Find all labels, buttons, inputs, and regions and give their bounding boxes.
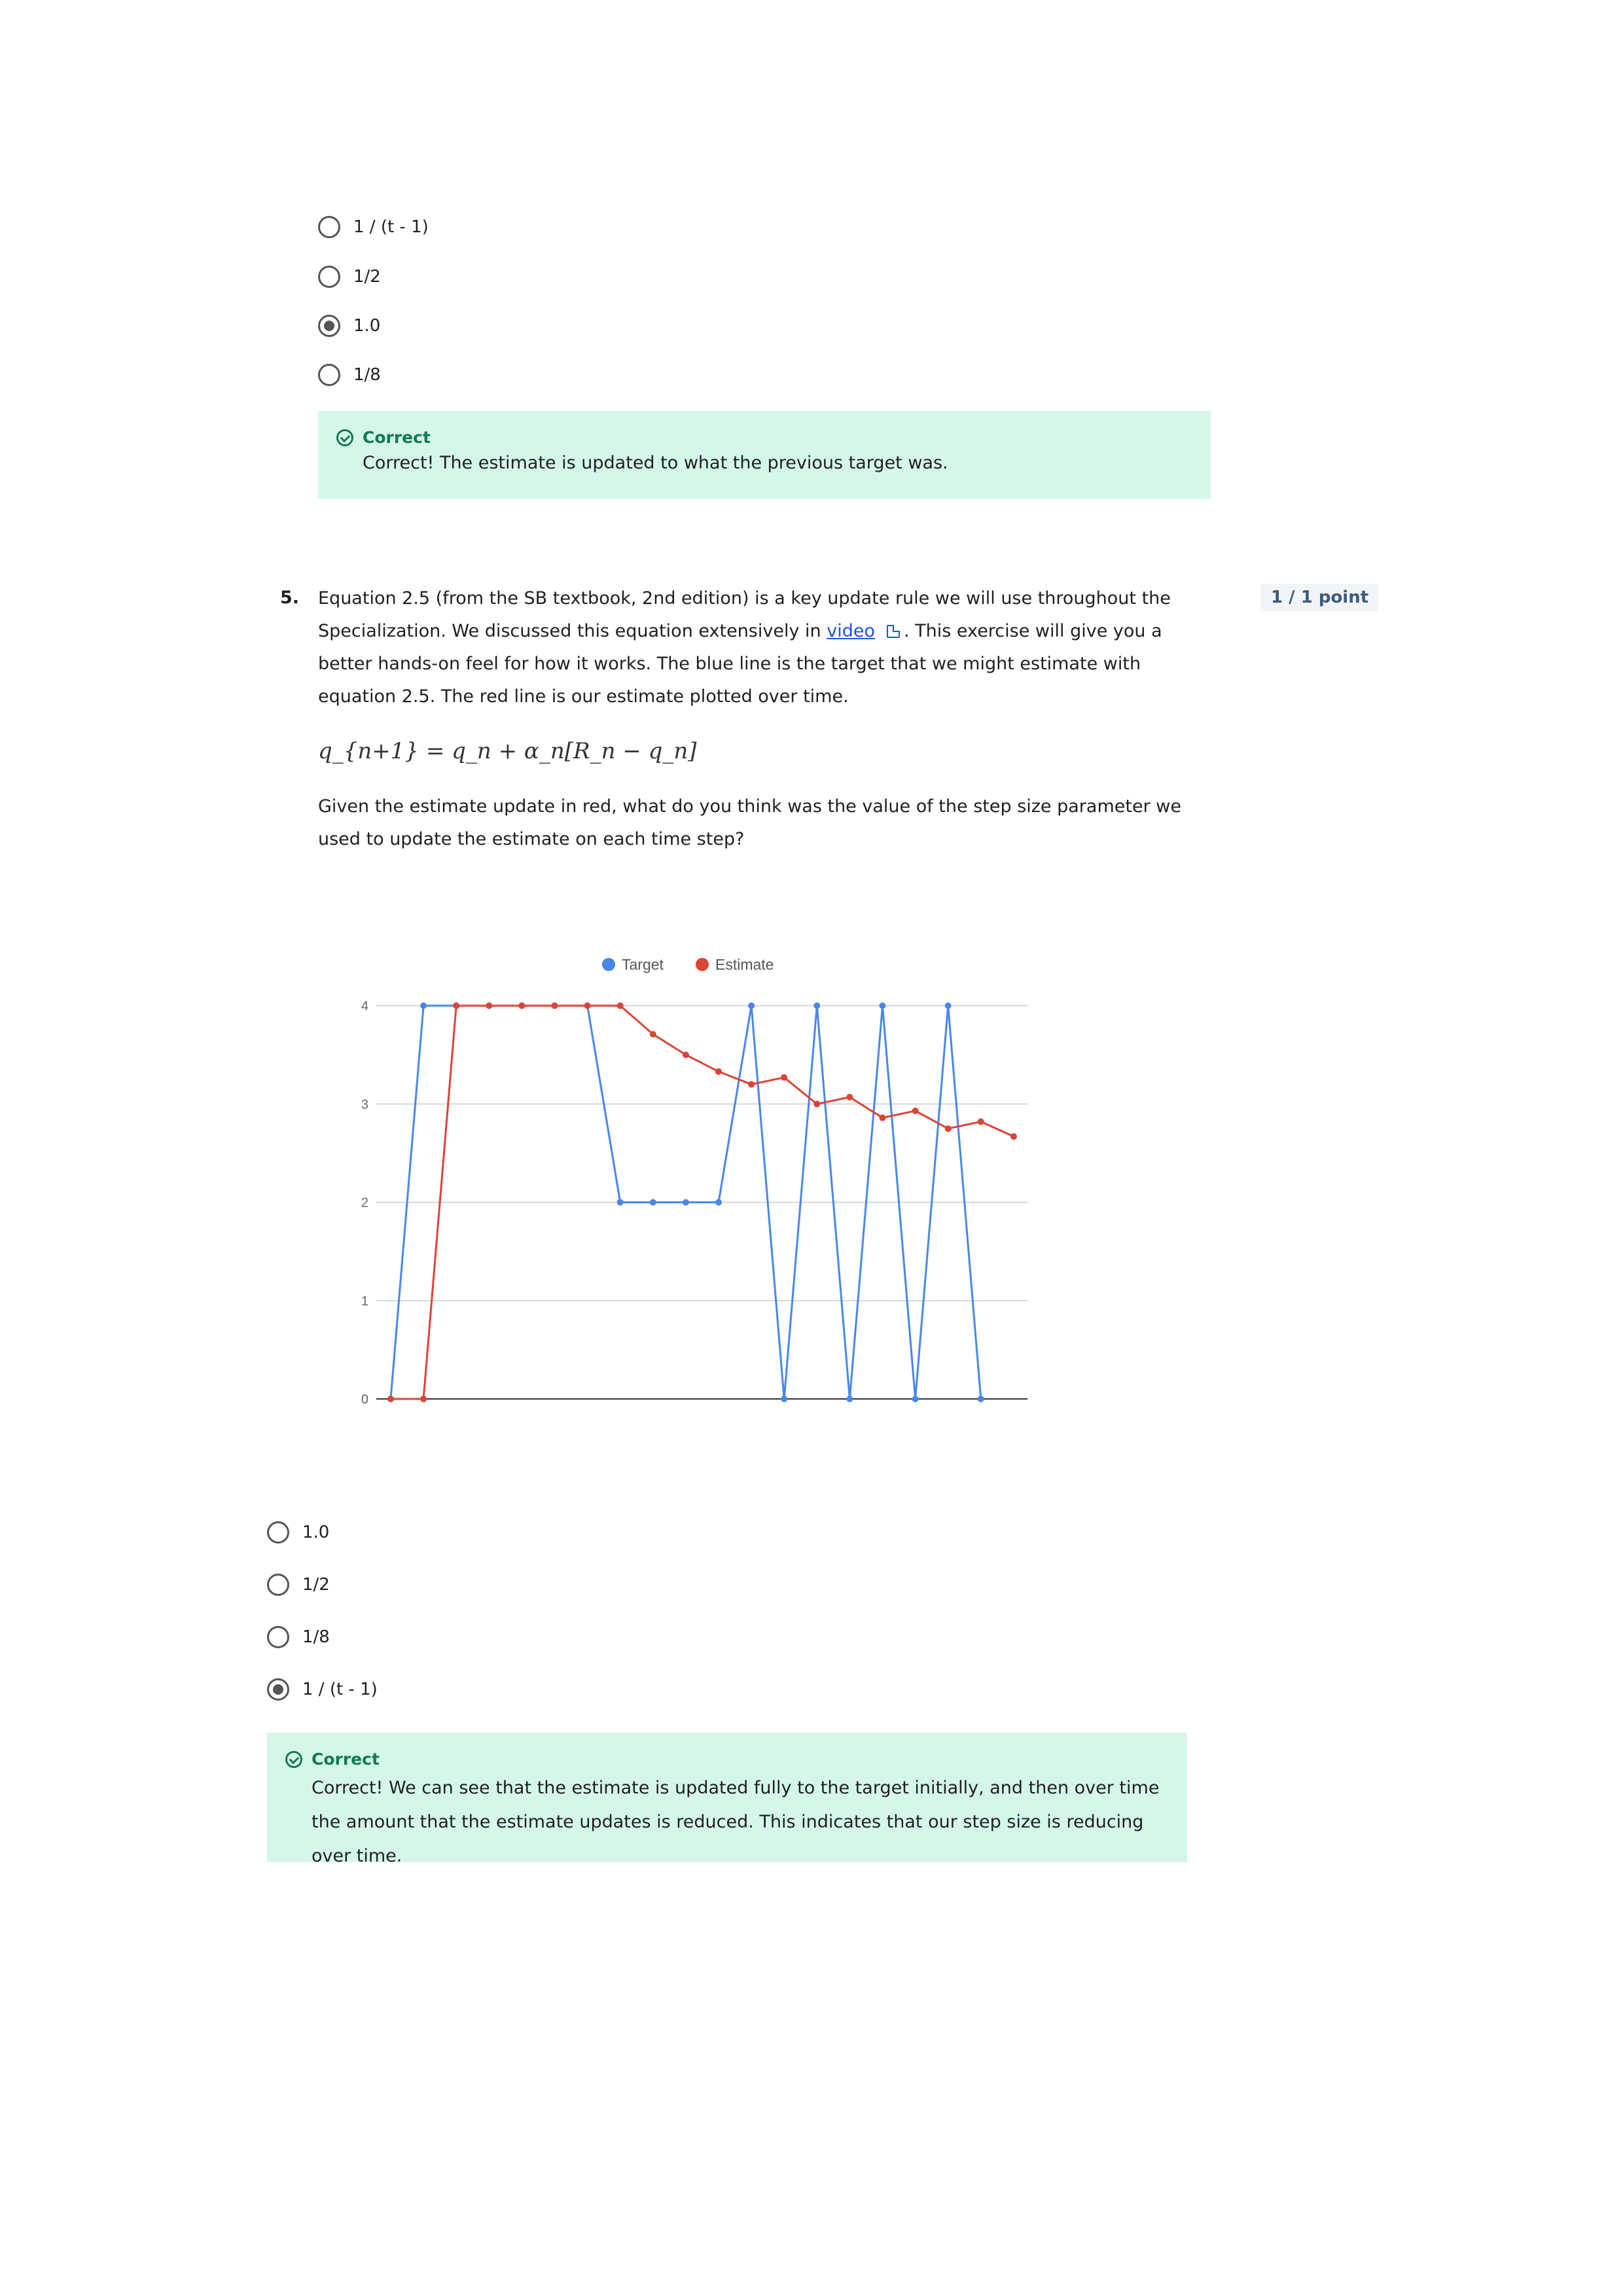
feedback-title: Correct bbox=[312, 1750, 380, 1769]
radio-unselected[interactable] bbox=[267, 1521, 289, 1544]
data-point-target bbox=[879, 1002, 886, 1009]
feedback-header: Correct bbox=[285, 1750, 1169, 1769]
data-point-estimate bbox=[879, 1114, 886, 1122]
radio-unselected[interactable] bbox=[267, 1626, 289, 1648]
option-label: 1/8 bbox=[353, 365, 381, 385]
y-tick-label: 4 bbox=[361, 999, 368, 1014]
data-point-estimate bbox=[486, 1002, 493, 1009]
equation-text: q_{n+1} = q_n + α_n[R_n − q_n] bbox=[318, 738, 697, 764]
legend-marker-target bbox=[602, 958, 615, 971]
y-tick-label: 1 bbox=[361, 1294, 368, 1309]
data-point-estimate bbox=[518, 1002, 526, 1009]
data-point-target bbox=[748, 1002, 755, 1009]
data-point-estimate bbox=[420, 1396, 427, 1402]
data-point-estimate bbox=[387, 1396, 394, 1402]
data-point-estimate bbox=[944, 1125, 952, 1132]
legend-marker-estimate bbox=[696, 958, 709, 971]
q5-option-4[interactable]: 1 / (t - 1) bbox=[267, 1673, 378, 1706]
question-number: 5. bbox=[280, 588, 300, 608]
data-point-target bbox=[649, 1199, 656, 1206]
option-label: 1 / (t - 1) bbox=[302, 1680, 378, 1699]
y-tick-label: 0 bbox=[361, 1392, 368, 1407]
data-point-estimate bbox=[453, 1002, 460, 1009]
feedback-title: Correct bbox=[363, 428, 431, 447]
data-point-target bbox=[977, 1396, 984, 1402]
feedback-text: Correct! We can see that the estimate is… bbox=[312, 1778, 1160, 1866]
data-point-estimate bbox=[584, 1002, 591, 1009]
external-link-icon[interactable] bbox=[886, 625, 900, 638]
line-chart: 0 1 2 3 4 Target Estimate bbox=[361, 956, 1027, 1407]
y-tick-label: 2 bbox=[361, 1196, 368, 1210]
data-point-target bbox=[944, 1002, 952, 1009]
data-point-estimate bbox=[551, 1002, 558, 1009]
y-tick-labels: 0 1 2 3 4 bbox=[361, 999, 368, 1407]
radio-unselected[interactable] bbox=[318, 266, 340, 288]
radio-unselected[interactable] bbox=[267, 1574, 289, 1596]
data-point-estimate bbox=[977, 1118, 984, 1125]
chart-legend: Target Estimate bbox=[602, 956, 774, 973]
data-point-estimate bbox=[715, 1068, 722, 1075]
data-point-target bbox=[912, 1396, 919, 1402]
legend-label-target: Target bbox=[622, 956, 664, 973]
option-label: 1/8 bbox=[302, 1627, 330, 1647]
option-label: 1/2 bbox=[353, 267, 381, 287]
data-point-target bbox=[616, 1199, 624, 1206]
data-point-estimate bbox=[846, 1093, 853, 1101]
feedback-text: Correct! The estimate is updated to what… bbox=[363, 453, 948, 473]
points-badge: 1 / 1 point bbox=[1260, 584, 1380, 611]
option-label: 1.0 bbox=[353, 316, 381, 336]
radio-selected[interactable] bbox=[318, 315, 340, 337]
prev-option-2[interactable]: 1/2 bbox=[318, 260, 381, 293]
prev-option-3[interactable]: 1.0 bbox=[318, 309, 380, 342]
legend-label-estimate: Estimate bbox=[715, 956, 774, 973]
prev-option-1[interactable]: 1 / (t - 1) bbox=[318, 211, 429, 243]
check-circle-icon bbox=[336, 429, 353, 446]
radio-selected[interactable] bbox=[267, 1678, 289, 1701]
data-point-target bbox=[781, 1396, 788, 1402]
data-point-estimate bbox=[682, 1051, 689, 1059]
data-point-target bbox=[420, 1002, 427, 1009]
data-point-estimate bbox=[748, 1081, 755, 1088]
radio-unselected[interactable] bbox=[318, 216, 340, 238]
data-point-estimate bbox=[912, 1107, 919, 1114]
chart-grid bbox=[376, 1005, 1027, 1400]
data-point-estimate bbox=[616, 1002, 624, 1009]
data-point-estimate bbox=[649, 1031, 656, 1038]
question-prompt: Given the estimate update in red, what d… bbox=[318, 796, 1181, 849]
option-label: 1.0 bbox=[302, 1523, 330, 1542]
question-text: Equation 2.5 (from the SB textbook, 2nd … bbox=[318, 582, 1202, 713]
radio-unselected[interactable] bbox=[318, 364, 340, 386]
data-point-target bbox=[715, 1199, 722, 1206]
prev-feedback-box: Correct Correct! The estimate is updated… bbox=[318, 411, 1211, 499]
q5-option-1[interactable]: 1.0 bbox=[267, 1516, 329, 1549]
option-label: 1 / (t - 1) bbox=[353, 217, 429, 237]
q5-option-3[interactable]: 1/8 bbox=[267, 1621, 330, 1653]
question-text-part2: . This exercise will give you a better h… bbox=[318, 621, 1162, 707]
data-point-estimate bbox=[813, 1101, 821, 1108]
q5-option-2[interactable]: 1/2 bbox=[267, 1568, 330, 1601]
data-point-estimate bbox=[781, 1074, 788, 1081]
series-line-estimate bbox=[391, 1004, 1014, 1400]
q5-feedback-box: Correct Correct! We can see that the est… bbox=[267, 1733, 1187, 1866]
data-point-target bbox=[682, 1199, 689, 1206]
data-point-estimate bbox=[1010, 1133, 1017, 1140]
y-tick-label: 3 bbox=[361, 1097, 368, 1112]
check-circle-icon bbox=[285, 1750, 302, 1768]
option-label: 1/2 bbox=[302, 1575, 330, 1595]
data-point-target bbox=[846, 1396, 853, 1402]
chart-lines bbox=[387, 1002, 1017, 1402]
question-text-part1: Equation 2.5 (from the SB textbook, 2nd … bbox=[318, 588, 1171, 641]
feedback-header: Correct bbox=[336, 428, 1192, 447]
data-point-target bbox=[813, 1002, 821, 1009]
video-link[interactable]: video bbox=[827, 621, 875, 641]
equation: q_{n+1} = q_n + α_n[R_n − q_n] bbox=[318, 738, 697, 764]
prev-option-4[interactable]: 1/8 bbox=[318, 359, 381, 391]
